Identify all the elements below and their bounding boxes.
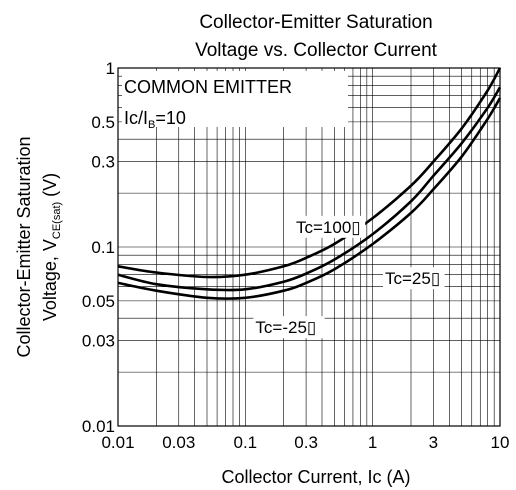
x-tick-label: 0.01: [101, 433, 134, 452]
y-tick-label: 0.05: [82, 292, 115, 311]
y-tick-label: 0.5: [91, 113, 115, 132]
y-axis-title: Collector-Emitter Saturation Voltage, VC…: [14, 136, 63, 357]
curves: [117, 67, 502, 300]
x-tick-label: 0.3: [294, 433, 318, 452]
x-tick-label: 0.1: [234, 433, 258, 452]
series-label-2: Tc=-25▯: [255, 318, 316, 337]
y-axis-title-line1: Collector-Emitter Saturation: [14, 136, 34, 357]
x-tick-label: 1: [368, 433, 377, 452]
series-label-0: Tc=100▯: [296, 218, 361, 237]
condition-box: [122, 71, 348, 127]
series-label-bg: [383, 267, 445, 290]
condition-line2-suffix: =10: [155, 108, 186, 128]
x-tick-label: 10: [491, 433, 510, 452]
x-tick-label: 3: [429, 433, 438, 452]
condition-line2: Ic/IB=10: [124, 108, 186, 131]
chart-title-line2: Voltage vs. Collector Current: [195, 40, 438, 61]
grid: [117, 68, 500, 427]
series-labels: Tc=100▯ Tc=25▯ Tc=-25▯: [253, 215, 445, 339]
condition-line2-prefix: Ic/I: [124, 108, 148, 128]
series-label-bg: [294, 215, 366, 238]
y-tick-label: 1: [106, 59, 115, 78]
y-axis-title-unit: (V): [40, 173, 60, 202]
series-line-2: [117, 97, 502, 300]
y-tick-label: 0.3: [91, 153, 115, 172]
series-label-1: Tc=25▯: [385, 269, 440, 288]
condition-line2-sub: B: [148, 119, 155, 131]
y-tick-label: 0.03: [82, 332, 115, 351]
x-axis-title: Collector Current, Ic (A): [221, 467, 410, 487]
y-axis-title-prefix: Voltage, V: [40, 239, 60, 321]
y-axis-title-line2: Voltage, VCE(sat) (V): [40, 173, 63, 321]
y-tick-label: 0.01: [82, 417, 115, 436]
y-tick-label: 0.1: [91, 238, 115, 257]
ticks: 0.01 0.03 0.1 0.3 1 3 10 0.01 0.03 0.05 0.1 0.3 0.5 1: [82, 59, 510, 452]
series-label-bg: [253, 316, 325, 339]
condition-line1: COMMON EMITTER: [124, 77, 292, 97]
series-line-1: [117, 86, 502, 292]
y-axis-title-sub: CE(sat): [51, 202, 63, 239]
chart-title-line1: Collector-Emitter Saturation: [199, 12, 432, 33]
series-line-0: [117, 67, 502, 279]
x-tick-label: 0.03: [162, 433, 195, 452]
plot-frame: [117, 67, 501, 427]
